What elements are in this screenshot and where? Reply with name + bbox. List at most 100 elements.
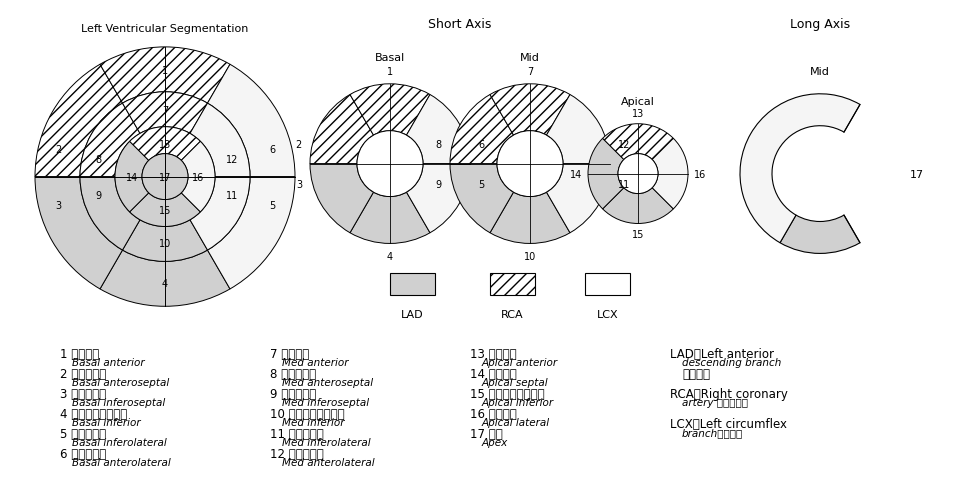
Wedge shape (546, 95, 609, 164)
Text: 6: 6 (269, 144, 275, 154)
Text: Basal anterolateral: Basal anterolateral (72, 457, 170, 467)
Wedge shape (350, 193, 430, 244)
Bar (584, 274, 629, 296)
Text: 6 基部前侧壁: 6 基部前侧壁 (60, 447, 106, 460)
Wedge shape (80, 104, 140, 177)
Text: 15: 15 (631, 230, 644, 240)
Text: 17: 17 (159, 172, 171, 182)
Text: Basal anterior: Basal anterior (72, 357, 144, 367)
Wedge shape (130, 127, 200, 161)
Text: Med anteroseptal: Med anteroseptal (282, 377, 373, 387)
Text: Basal inferoseptal: Basal inferoseptal (72, 397, 165, 407)
Text: 14 心尖间壁: 14 心尖间壁 (470, 367, 516, 380)
Text: Med inferolateral: Med inferolateral (282, 437, 370, 447)
Text: 13: 13 (631, 108, 644, 119)
Text: 13: 13 (159, 139, 171, 150)
Text: Apical inferior: Apical inferior (481, 397, 554, 407)
Text: 3: 3 (55, 200, 61, 210)
Text: artery 右冠状动脉: artery 右冠状动脉 (681, 397, 748, 407)
Wedge shape (190, 177, 250, 251)
Text: 9: 9 (95, 190, 101, 200)
Text: 2: 2 (55, 144, 62, 154)
Text: 13 心尖前壁: 13 心尖前壁 (470, 347, 516, 360)
Text: 14: 14 (569, 169, 581, 179)
Wedge shape (739, 94, 859, 243)
Text: Basal inferolateral: Basal inferolateral (72, 437, 166, 447)
Text: Apical septal: Apical septal (481, 377, 548, 387)
Text: 4 基部后壁（下壁）: 4 基部后壁（下壁） (60, 407, 127, 420)
Text: Mid: Mid (520, 53, 539, 63)
Text: 左前降支: 左前降支 (681, 367, 709, 380)
Text: 1: 1 (161, 66, 168, 76)
Wedge shape (122, 220, 208, 262)
Wedge shape (350, 85, 430, 136)
Text: 5: 5 (478, 179, 483, 189)
Text: 8: 8 (95, 154, 101, 164)
Circle shape (142, 154, 187, 200)
Wedge shape (546, 164, 609, 233)
Wedge shape (407, 95, 470, 164)
Text: 11 中段后侧壁: 11 中段后侧壁 (270, 427, 324, 440)
Wedge shape (115, 142, 149, 212)
Wedge shape (80, 177, 140, 251)
Text: Left Ventricular Segmentation: Left Ventricular Segmentation (82, 24, 249, 34)
Text: Basal: Basal (375, 53, 405, 63)
Wedge shape (122, 92, 208, 134)
Text: 6: 6 (478, 139, 483, 150)
Text: Apical anterior: Apical anterior (481, 357, 557, 367)
Wedge shape (407, 164, 470, 233)
Wedge shape (602, 124, 673, 160)
Text: 8: 8 (435, 139, 441, 150)
Wedge shape (100, 48, 230, 104)
Text: 17: 17 (909, 169, 924, 179)
Wedge shape (489, 85, 570, 136)
Text: 16: 16 (191, 172, 204, 182)
Text: LCX: LCX (596, 310, 618, 319)
Text: 5: 5 (268, 200, 275, 210)
Text: 7 中段前壁: 7 中段前壁 (270, 347, 308, 360)
Text: 17 心尖: 17 心尖 (470, 427, 503, 440)
Wedge shape (35, 177, 122, 289)
Text: RCA: RCA (501, 310, 524, 319)
Text: 1: 1 (386, 67, 393, 76)
Text: 16: 16 (693, 169, 705, 179)
Text: 1 基部前壁: 1 基部前壁 (60, 347, 99, 360)
Text: 8 中段前间壁: 8 中段前间壁 (270, 367, 316, 380)
Circle shape (357, 132, 423, 197)
Wedge shape (190, 104, 250, 177)
Text: RCA：Right coronary: RCA：Right coronary (669, 387, 787, 400)
Text: Med inferior: Med inferior (282, 417, 344, 427)
Wedge shape (450, 95, 513, 164)
Bar (389, 274, 434, 296)
Text: Basal anteroseptal: Basal anteroseptal (72, 377, 169, 387)
Circle shape (497, 132, 562, 197)
Text: Basal inferior: Basal inferior (72, 417, 140, 427)
Text: 14: 14 (126, 172, 138, 182)
Text: 10: 10 (159, 239, 171, 249)
Text: 15 心尖后壁（下壁）: 15 心尖后壁（下壁） (470, 387, 544, 400)
Text: 11: 11 (617, 179, 629, 189)
Wedge shape (181, 142, 214, 212)
Text: 10 中段后壁（下壁）: 10 中段后壁（下壁） (270, 407, 344, 420)
Circle shape (617, 154, 657, 194)
Text: Med anterior: Med anterior (282, 357, 348, 367)
Text: 2 基部前间壁: 2 基部前间壁 (60, 367, 106, 380)
Text: 12: 12 (617, 139, 629, 150)
Text: 15: 15 (159, 205, 171, 215)
Text: 3 基部后间壁: 3 基部后间壁 (60, 387, 106, 400)
Wedge shape (779, 216, 859, 254)
Text: 7: 7 (527, 67, 532, 76)
Text: LAD：Left anterior: LAD：Left anterior (669, 347, 774, 360)
Text: descending branch: descending branch (681, 357, 780, 367)
Wedge shape (100, 251, 230, 307)
Wedge shape (450, 164, 513, 233)
Wedge shape (602, 188, 673, 224)
Text: Med anterolateral: Med anterolateral (282, 457, 374, 467)
Wedge shape (309, 164, 373, 233)
Text: Short Axis: Short Axis (428, 18, 491, 31)
Bar (489, 274, 534, 296)
Wedge shape (130, 194, 200, 227)
Wedge shape (208, 65, 295, 177)
Wedge shape (587, 139, 624, 210)
Text: branch左回旋支: branch左回旋支 (681, 427, 743, 437)
